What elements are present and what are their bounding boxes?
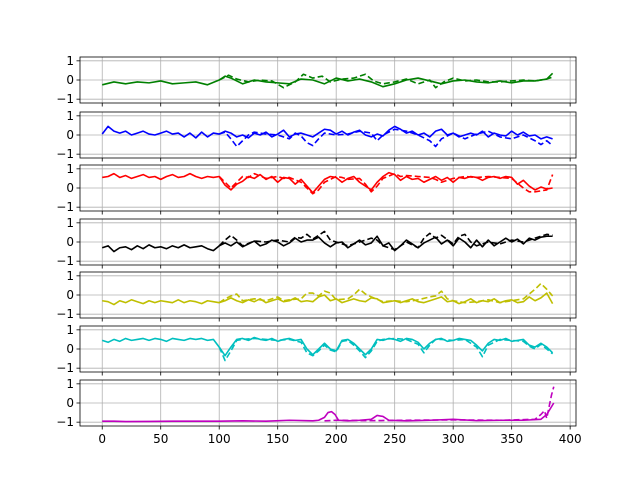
- x-tick-label-0: 0: [98, 432, 106, 446]
- x-tick-label-4: 200: [325, 432, 348, 446]
- y-tick-label-2: −1: [56, 254, 74, 268]
- x-tick-label-2: 100: [208, 432, 231, 446]
- y-tick-label-2: −1: [56, 307, 74, 321]
- y-tick-label-1: 0: [66, 128, 74, 142]
- x-tick-label-6: 300: [442, 432, 465, 446]
- y-tick-label-0: 1: [66, 269, 74, 283]
- y-tick-label-0: 1: [66, 323, 74, 337]
- x-tick-label-8: 400: [559, 432, 582, 446]
- x-tick-label-5: 250: [383, 432, 406, 446]
- y-tick-label-1: 0: [66, 288, 74, 302]
- y-tick-label-1: 0: [66, 396, 74, 410]
- y-tick-label-1: 0: [66, 342, 74, 356]
- y-tick-label-2: −1: [56, 415, 74, 429]
- x-tick-label-1: 50: [153, 432, 168, 446]
- y-tick-label-2: −1: [56, 92, 74, 106]
- y-tick-label-2: −1: [56, 361, 74, 375]
- x-tick-label-7: 350: [500, 432, 523, 446]
- x-tick-label-3: 150: [266, 432, 289, 446]
- y-tick-label-0: 1: [66, 162, 74, 176]
- y-tick-label-2: −1: [56, 147, 74, 161]
- y-tick-label-0: 1: [66, 377, 74, 391]
- y-tick-label-1: 0: [66, 235, 74, 249]
- y-tick-label-0: 1: [66, 54, 74, 68]
- y-tick-label-0: 1: [66, 109, 74, 123]
- y-tick-label-1: 0: [66, 73, 74, 87]
- y-tick-label-0: 1: [66, 216, 74, 230]
- y-tick-label-2: −1: [56, 200, 74, 214]
- y-tick-label-1: 0: [66, 181, 74, 195]
